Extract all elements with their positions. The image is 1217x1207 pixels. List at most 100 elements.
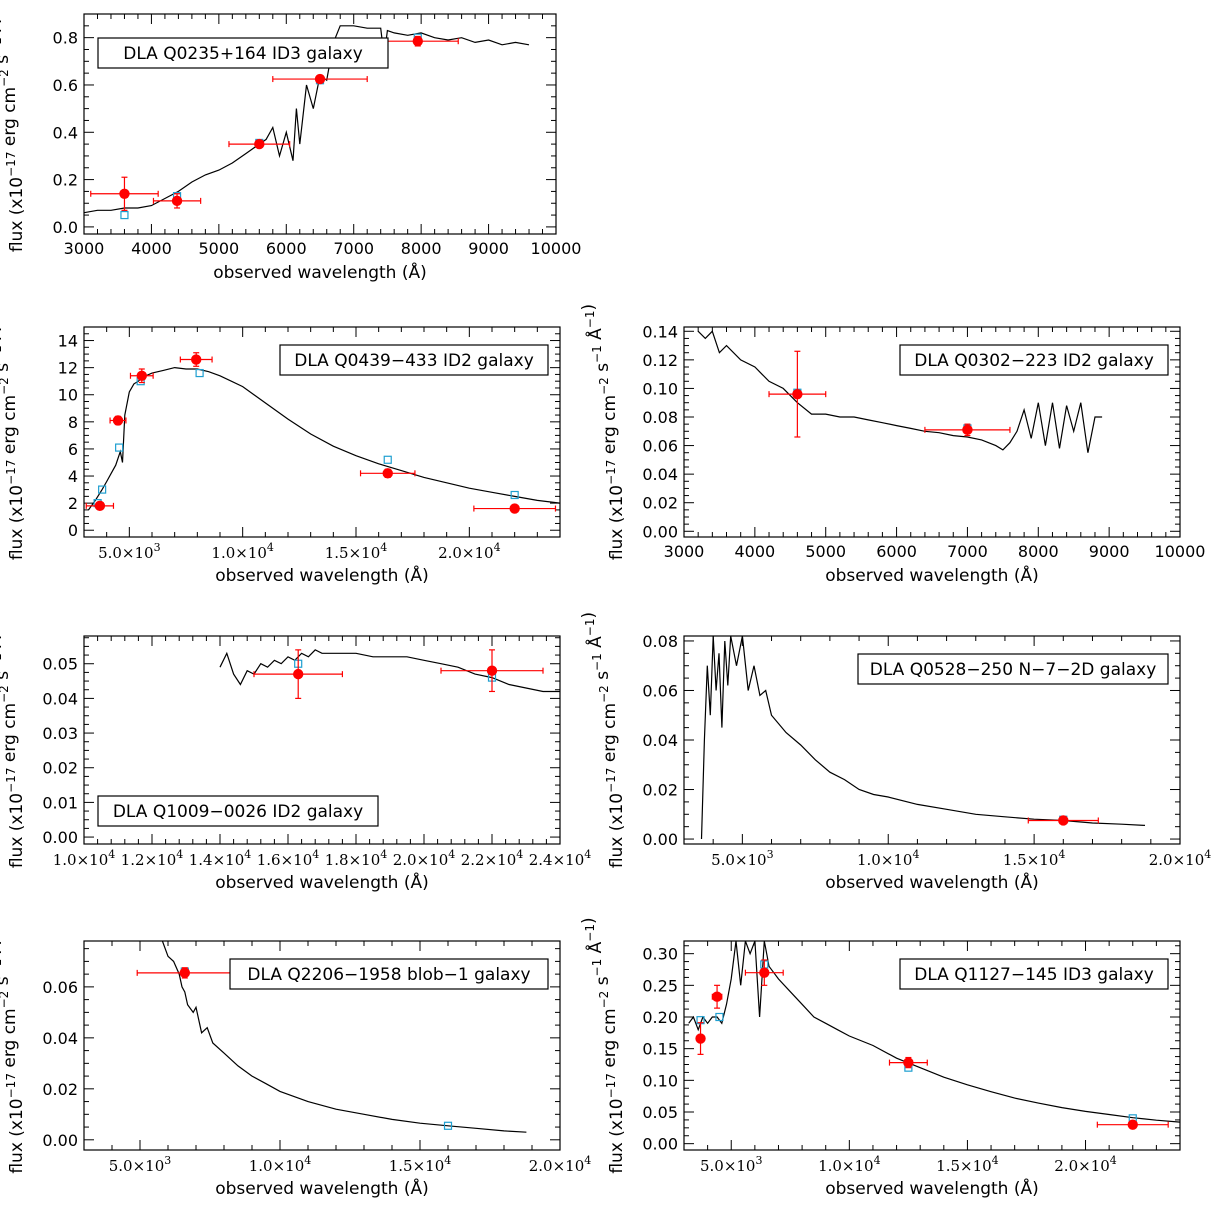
y-tick-label: 0.10 xyxy=(642,1071,678,1090)
model-photometry-point xyxy=(195,368,204,378)
panel-p1: 3000 4000 5000 6000 7000 8000 9000 10000 0.0 0.2 0… xyxy=(0,13,582,283)
y-tick-label: 8 xyxy=(68,413,78,432)
x-tick-label: 1.5×104 xyxy=(1003,848,1066,869)
observed-photometry-point xyxy=(759,967,770,978)
model-spectrum-line xyxy=(219,649,560,693)
y-tick-label: 0.00 xyxy=(642,522,678,541)
x-tick-label: 5000 xyxy=(805,542,846,561)
galaxy-label: DLA Q2206−1958 blob−1 galaxy xyxy=(247,965,530,985)
observed-photometry-point xyxy=(112,415,124,426)
y-tick-label: 0.2 xyxy=(53,171,78,190)
model-photometry-point xyxy=(115,443,124,452)
x-tick-label: 2.0×104 xyxy=(438,541,501,562)
observed-photometry-point xyxy=(962,424,973,436)
plot-frame xyxy=(683,940,1181,1151)
observed-photometry-point xyxy=(119,188,130,199)
y-tick-label: 0.00 xyxy=(642,830,678,849)
x-axis-label: observed wavelength (Å) xyxy=(825,1177,1039,1199)
x-tick-label: 6000 xyxy=(266,239,307,258)
y-tick-label: 0.4 xyxy=(53,123,78,142)
model-photometry-point xyxy=(383,455,392,464)
observed-photometry-point xyxy=(486,665,498,676)
observed-photometry-point xyxy=(903,1057,914,1068)
y-tick-label: 6 xyxy=(68,440,78,459)
y-tick-label: 0.08 xyxy=(642,632,678,651)
galaxy-label-box xyxy=(279,344,549,376)
x-tick-label: 9000 xyxy=(468,239,509,258)
x-axis-label: observed wavelength (Å) xyxy=(825,564,1039,586)
y-axis-label: flux (x10−17 erg cm−2 s−1 Å−1) xyxy=(0,304,27,560)
model-photometry-point xyxy=(120,210,129,220)
x-axis-label: observed wavelength (Å) xyxy=(215,1177,429,1199)
y-tick-label: 0.10 xyxy=(642,379,678,398)
x-tick-label: 9000 xyxy=(1089,542,1130,561)
galaxy-label: DLA Q0528−250 N−7−2D galaxy xyxy=(870,660,1157,680)
x-tick-label: 3000 xyxy=(64,239,105,258)
x-tick-label: 1.5×104 xyxy=(936,1154,999,1175)
observed-photometry-point xyxy=(412,36,423,47)
y-axis-label: flux (x10−17 erg cm−2 s−1 Å−1) xyxy=(579,612,627,868)
x-tick-label: 2.0×104 xyxy=(1054,1154,1117,1175)
x-axis-label: observed wavelength (Å) xyxy=(215,871,429,893)
model-spectrum-line xyxy=(84,25,530,214)
x-tick-label: 3000 xyxy=(664,542,705,561)
model-photometry-point xyxy=(443,1121,453,1130)
x-tick-label: 1.8×104 xyxy=(325,848,388,869)
y-tick-label: 0.02 xyxy=(642,494,678,513)
observed-photometry-point xyxy=(171,195,183,207)
y-tick-label: 0.06 xyxy=(642,437,678,456)
galaxy-label: DLA Q1009−0026 ID2 galaxy xyxy=(113,802,363,822)
x-axis-label: observed wavelength (Å) xyxy=(215,564,429,586)
observed-photometry-point xyxy=(509,503,520,514)
y-tick-label: 0.04 xyxy=(42,1029,78,1048)
y-tick-label: 0.02 xyxy=(642,781,678,800)
y-axis-label: flux (x10−17 erg cm−2 s−1 Å−1) xyxy=(579,917,627,1173)
y-tick-label: 0.06 xyxy=(42,978,78,997)
x-tick-label: 2.0×104 xyxy=(529,1154,592,1175)
model-spectrum-line xyxy=(88,366,560,511)
observed-photometry-point xyxy=(792,388,803,400)
plot-frame xyxy=(83,940,561,1151)
y-tick-label: 0.00 xyxy=(42,828,78,847)
y-tick-label: 0.14 xyxy=(642,322,678,341)
observed-photometry-point xyxy=(1058,815,1069,826)
y-tick-label: 0.04 xyxy=(642,465,678,484)
x-tick-label: 1.0×104 xyxy=(249,1154,312,1175)
x-tick-label: 5.0×103 xyxy=(98,541,161,562)
x-tick-label: 4000 xyxy=(734,542,775,561)
model-spectrum-line xyxy=(697,330,1103,453)
x-axis-label: observed wavelength (Å) xyxy=(825,871,1039,893)
observed-photometry-point xyxy=(179,967,190,979)
y-axis-label: flux (x10−17 erg cm−2 s−1 Å−1) xyxy=(579,304,627,560)
y-axis-label: flux (x10−17 erg cm−2 s−1 Å−1) xyxy=(0,612,27,868)
model-photometry-point xyxy=(715,1012,724,1022)
galaxy-label: DLA Q1127−145 ID3 galaxy xyxy=(914,965,1154,985)
x-tick-label: 5.0×103 xyxy=(711,848,774,869)
x-tick-label: 8000 xyxy=(401,239,442,258)
galaxy-label-box xyxy=(857,653,1169,685)
x-tick-label: 1.0×104 xyxy=(53,848,116,869)
panel-p2: 5.0×103 1.0×104 1.5×104 2.0×104 0 2 4 6 8 10 12 14 D… xyxy=(0,304,561,586)
x-tick-label: 1.0×104 xyxy=(857,848,920,869)
model-spectrum-line xyxy=(700,636,1146,840)
x-tick-label: 5.0×103 xyxy=(700,1154,763,1175)
plot-frame xyxy=(83,635,561,845)
x-tick-label: 1.0×104 xyxy=(818,1154,881,1175)
y-tick-label: 0.25 xyxy=(642,976,678,995)
galaxy-label-box xyxy=(899,344,1169,376)
galaxy-label-box xyxy=(97,795,379,827)
y-tick-label: 14 xyxy=(58,332,78,351)
observed-photometry-point xyxy=(314,73,326,85)
y-tick-label: 0.00 xyxy=(642,1135,678,1154)
x-tick-label: 10000 xyxy=(531,239,582,258)
y-tick-label: 0.03 xyxy=(42,724,78,743)
observed-photometry-point xyxy=(711,991,723,1002)
galaxy-label: DLA Q0439−433 ID2 galaxy xyxy=(294,351,534,371)
plot-frame xyxy=(683,326,1181,538)
y-tick-label: 0.08 xyxy=(642,408,678,427)
x-tick-label: 8000 xyxy=(1018,542,1059,561)
observed-photometry-point xyxy=(382,468,393,479)
y-tick-label: 0.30 xyxy=(642,945,678,964)
x-tick-label: 7000 xyxy=(947,542,988,561)
